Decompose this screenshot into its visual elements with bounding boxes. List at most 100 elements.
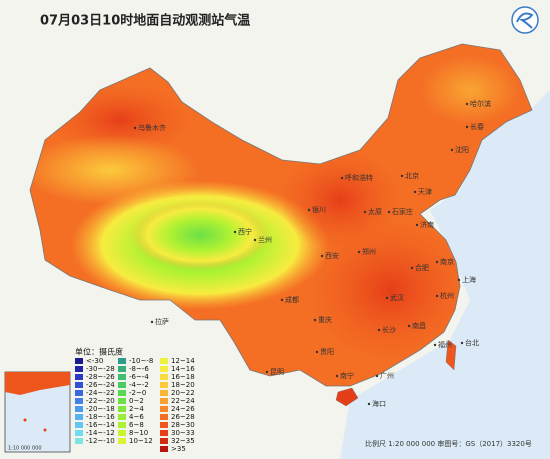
city-dot [410,266,414,270]
city-dot [367,402,371,406]
legend-swatch [75,414,83,420]
legend-swatch [118,430,126,436]
city-dot [435,260,439,264]
city-dot [450,148,454,152]
city-label: 贵阳 [320,347,334,356]
legend-swatch [75,366,83,372]
city-dot [435,294,439,298]
legend-label: 10~12 [129,437,153,445]
city-dot [377,328,381,332]
city-label: 石家庄 [392,207,413,216]
city-dot [363,210,367,214]
legend-swatch [118,438,126,444]
hainan [335,387,359,407]
legend-swatch [75,398,83,404]
legend-swatch [118,422,126,428]
legend-label: -8~-6 [129,365,149,373]
city-label: 北京 [405,171,419,180]
legend-label: 2~4 [129,405,144,413]
city-label: 沈阳 [455,145,469,154]
city-dot [433,343,437,347]
legend-swatch [75,422,83,428]
legend-label: -2~0 [129,389,146,397]
legend-swatch [75,406,83,412]
legend-swatch [118,414,126,420]
city-dot [335,374,339,378]
legend-label: 22~24 [171,397,195,405]
legend-title: 单位：摄氏度 [75,347,123,357]
legend-swatch [118,390,126,396]
inset-scale: 1:10 000 000 [8,446,42,452]
legend-swatch [160,414,168,420]
city-dot [315,350,319,354]
legend-swatch [160,366,168,372]
city-label: 西安 [325,251,339,260]
city-label: 重庆 [318,315,332,324]
legend-swatch [160,382,168,388]
city-dot [150,320,154,324]
legend-label: 14~16 [171,365,195,373]
city-label: 长春 [470,122,484,131]
city-dot [415,223,419,227]
legend-swatch [160,358,168,364]
city-label: 乌鲁木齐 [138,123,166,132]
city-label: 太原 [368,207,382,216]
legend-swatch [75,438,83,444]
legend-label: >35 [171,445,186,453]
logo [511,6,539,34]
city-label: 呼和浩特 [345,173,373,182]
city-label: 兰州 [258,235,272,244]
legend-label: -30~-28 [86,365,115,373]
city-dot [375,374,379,378]
city-dot [465,102,469,106]
legend-swatch [75,358,83,364]
city-label: 天津 [418,188,432,196]
city-label: 合肥 [415,263,429,272]
legend-swatch [75,374,83,380]
legend-label: -6~-4 [129,373,149,381]
city-label: 成都 [285,295,299,304]
city-dot [307,208,311,212]
city-label: 长沙 [382,325,396,334]
city-label: 南昌 [412,321,426,330]
legend-swatch [160,438,168,444]
border [29,43,533,387]
legend-swatch [118,398,126,404]
legend-swatch [160,422,168,428]
city-label: 郑州 [362,248,376,256]
legend-swatch [160,390,168,396]
legend-label: 0~2 [129,397,144,405]
legend-swatch [75,382,83,388]
city-label: 南京 [440,257,454,266]
city-dot [313,318,317,322]
title: 07月03日10时地面自动观测站气温 [40,13,250,29]
legend-label: <-30 [86,357,103,365]
legend-swatch [160,374,168,380]
city-label: 南宁 [340,371,354,380]
legend-swatch [118,374,126,380]
city-label: 杭州 [440,291,454,300]
city-label: 台北 [465,338,479,347]
legend-label: 26~28 [171,413,195,421]
legend-swatch [118,406,126,412]
legend-swatch [160,406,168,412]
city-dot [233,230,237,234]
legend-label: 12~14 [171,357,195,365]
taiwan [445,339,457,371]
city-dot [253,238,257,242]
legend-swatch [160,430,168,436]
legend-label: -14~-12 [86,429,115,437]
city-dot [385,296,389,300]
legend-label: -10~-8 [129,357,153,365]
legend-swatch [160,446,168,452]
legend-label: 30~33 [171,429,195,437]
city-dot [280,298,284,302]
footer: 比例尺 1:20 000 000 审图号：GS（2017）3320号 [365,439,532,448]
city-label: 上海 [462,275,476,284]
city-dot [413,190,417,194]
city-dot [340,176,344,180]
legend-label: -26~-24 [86,381,115,389]
legend-swatch [118,366,126,372]
legend-label: 18~20 [171,381,195,389]
